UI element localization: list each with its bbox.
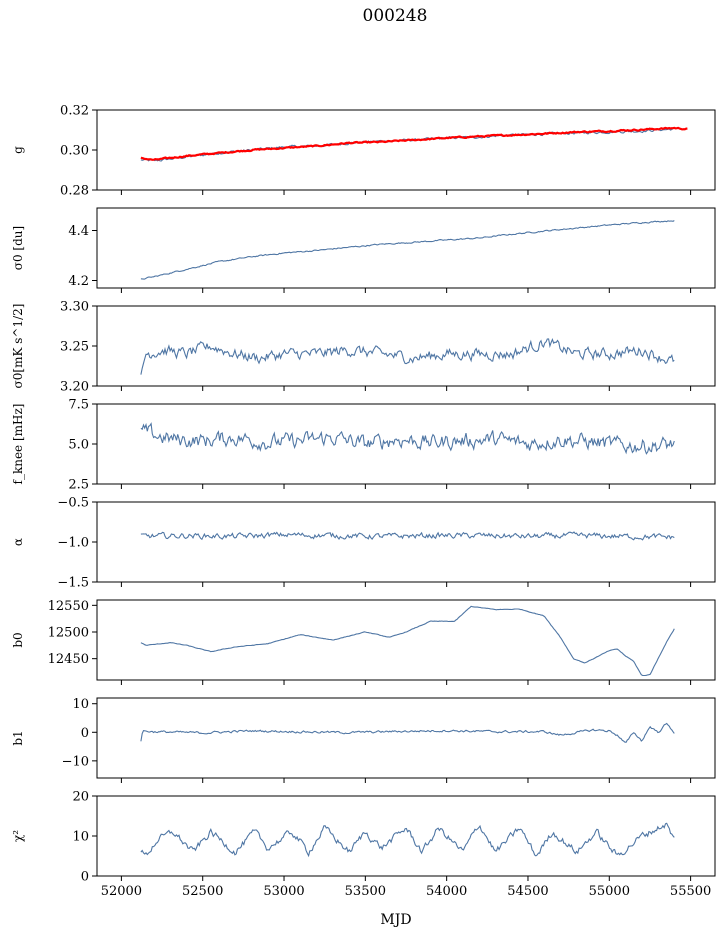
y-axis-label: g xyxy=(11,146,25,154)
y-axis-label: α xyxy=(11,538,25,546)
x-tick-label: 52000 xyxy=(101,884,142,899)
series-line-3-1 xyxy=(140,337,675,375)
y-tick-label: 0 xyxy=(81,726,89,741)
panel-8: 0 10 20 52000 52500 53000 53500 54000 54500 55000… xyxy=(11,790,716,899)
y-tick-label: 7.5 xyxy=(68,398,89,413)
x-tick-label: 54000 xyxy=(426,884,467,899)
y-tick-label: 12550 xyxy=(48,599,89,614)
panel-frame xyxy=(96,109,716,191)
y-tick-label: −10 xyxy=(62,754,89,769)
y-tick-label: 12500 xyxy=(48,626,89,641)
series-line-2-1 xyxy=(140,220,675,280)
panel-4: 2.5 5.0 7.5 f_knee [mHz] xyxy=(11,398,716,493)
y-tick-label: −1.0 xyxy=(57,536,89,551)
panel-3: 3.20 3.25 3.30 σ0[mK s^1/2] xyxy=(11,300,716,395)
x-tick-label: 52500 xyxy=(182,884,223,899)
y-axis-label: b0 xyxy=(11,632,25,647)
series-line-4-1 xyxy=(140,422,675,455)
y-tick-label: 12450 xyxy=(48,652,89,667)
panel-frame xyxy=(96,795,716,877)
y-tick-label: 4.4 xyxy=(68,224,89,239)
y-axis-label: χ² xyxy=(11,830,25,842)
series-line-6-1 xyxy=(140,605,675,677)
x-tick-label: 55500 xyxy=(670,884,711,899)
y-tick-label: 0.28 xyxy=(60,184,89,199)
y-tick-label: 10 xyxy=(72,830,89,845)
y-tick-label: 4.2 xyxy=(68,274,89,289)
y-tick-label: 5.0 xyxy=(68,438,89,453)
panel-1: 0.28 0.30 0.32 g xyxy=(11,104,716,199)
x-tick-label: 53500 xyxy=(345,884,386,899)
x-tick-label: 55000 xyxy=(589,884,630,899)
series-line-1-1 xyxy=(140,127,675,162)
x-axis-label: MJD xyxy=(380,912,411,928)
panel-7: −10 0 10 b1 xyxy=(11,697,716,783)
y-tick-label: 0.30 xyxy=(60,144,89,159)
x-tick-label: 53000 xyxy=(263,884,304,899)
y-tick-label: 10 xyxy=(72,697,89,712)
x-tick-label: 54500 xyxy=(507,884,548,899)
y-tick-label: 3.30 xyxy=(60,300,89,315)
y-tick-label: −1.5 xyxy=(57,576,89,591)
y-tick-label: 3.20 xyxy=(60,380,89,395)
y-tick-label: 0.32 xyxy=(60,104,89,119)
series-line-5-1 xyxy=(140,531,675,541)
panel-frame xyxy=(96,599,716,681)
series-line-1-2 xyxy=(140,126,688,161)
y-axis-label: σ0 [du] xyxy=(11,226,25,270)
panel-frame xyxy=(96,501,716,583)
series-line-7-1 xyxy=(140,722,675,743)
panel-6: 12450 12500 12550 b0 xyxy=(11,599,716,685)
panel-frame xyxy=(96,305,716,387)
figure-title: 000248 xyxy=(362,6,428,26)
y-tick-label: 2.5 xyxy=(68,478,89,493)
panel-2: 4.2 4.4 σ0 [du] xyxy=(11,207,716,293)
y-axis-label: σ0[mK s^1/2] xyxy=(11,304,25,389)
panel-5: −1.5 −1.0 −0.5 α xyxy=(11,496,716,591)
y-tick-label: −0.5 xyxy=(57,496,89,511)
y-tick-label: 0 xyxy=(81,870,89,885)
panel-frame xyxy=(96,207,716,289)
panel-frame xyxy=(96,697,716,779)
y-axis-label: f_knee [mHz] xyxy=(11,404,25,485)
series-line-8-1 xyxy=(140,822,675,858)
y-axis-label: b1 xyxy=(11,730,25,745)
y-tick-label: 3.25 xyxy=(60,340,89,355)
y-tick-label: 20 xyxy=(72,790,89,805)
